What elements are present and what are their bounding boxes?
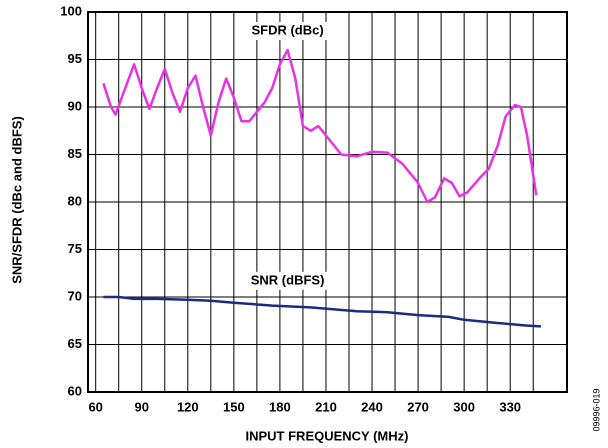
- series-label: SFDR (dBc): [251, 22, 323, 37]
- y-tick-label: 95: [68, 51, 82, 66]
- series-line: [102, 48, 538, 204]
- figure-id: 09996-019: [591, 388, 601, 431]
- x-tick-label: 330: [499, 399, 521, 414]
- x-tick-label: 90: [134, 399, 148, 414]
- x-tick-label: 240: [361, 399, 383, 414]
- label-background: [239, 271, 336, 290]
- y-tick-label: 60: [68, 383, 82, 398]
- y-tick-label: 90: [68, 98, 82, 113]
- x-tick-label: 210: [315, 399, 337, 414]
- y-tick-label: 65: [68, 336, 82, 351]
- plot-frame: [87, 11, 568, 393]
- label-background: [239, 22, 336, 40]
- x-tick-label: 300: [453, 399, 475, 414]
- y-tick-label: 80: [68, 193, 82, 208]
- y-tick-label: 75: [68, 241, 82, 256]
- x-axis-title: INPUT FREQUENCY (MHz): [246, 428, 409, 443]
- series-label: SNR (dBFS): [251, 272, 325, 287]
- x-tick-label: 60: [88, 399, 102, 414]
- x-tick-label: 120: [177, 399, 199, 414]
- x-tick-label: 270: [407, 399, 429, 414]
- y-axis-title: SNR/SFDR (dBc and dBFS): [9, 116, 24, 284]
- x-tick-label: 150: [223, 399, 245, 414]
- x-tick-label: 180: [269, 399, 291, 414]
- series-line: [103, 295, 541, 328]
- y-tick-label: 70: [68, 288, 82, 303]
- y-tick-label: 100: [60, 3, 82, 18]
- y-tick-label: 85: [68, 146, 82, 161]
